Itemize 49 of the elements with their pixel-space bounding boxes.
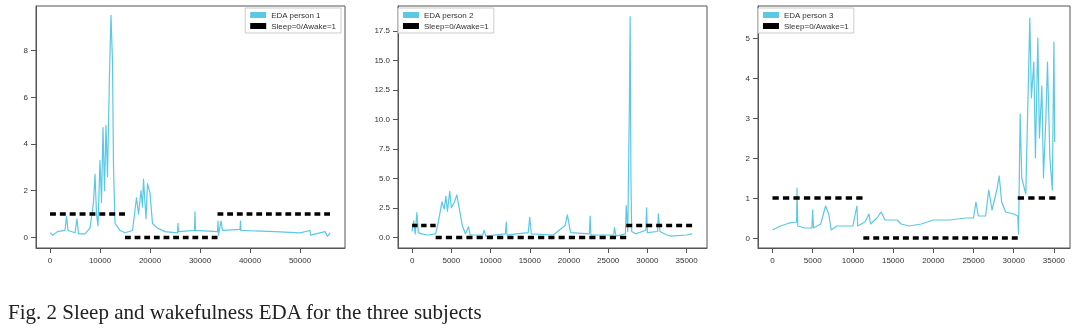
y-tick-label: 2 <box>23 186 29 196</box>
y-tick-label: 15.0 <box>374 55 391 65</box>
y-tick-label: 10.0 <box>374 114 391 124</box>
x-tick-label: 15000 <box>518 255 542 265</box>
y-tick-label: 6 <box>23 92 29 102</box>
legend-label: EDA person 2 <box>424 10 474 20</box>
y-tick-label: 1 <box>745 193 751 203</box>
x-tick-label: 50000 <box>288 255 312 265</box>
x-tick-label: 40000 <box>238 255 262 265</box>
x-tick-label: 20000 <box>557 255 581 265</box>
x-tick-label: 15000 <box>881 255 905 265</box>
x-tick-label: 10000 <box>479 255 503 265</box>
y-tick-label: 4 <box>745 73 751 83</box>
legend-label: EDA person 1 <box>271 10 322 20</box>
x-tick-label: 35000 <box>1042 255 1066 265</box>
legend-label: Sleep=0/Awake=1 <box>271 21 337 31</box>
x-tick-label: 25000 <box>962 255 986 265</box>
x-tick-label: 10000 <box>841 255 865 265</box>
x-tick-label: 20000 <box>922 255 945 265</box>
y-tick-label: 5.0 <box>378 173 391 183</box>
x-tick-label: 5000 <box>803 255 823 265</box>
y-tick-label: 7.5 <box>378 144 391 154</box>
legend-label: EDA person 3 <box>784 10 834 20</box>
caption: Fig. 2 Sleep and wakefulness EDA for the three subjects <box>8 300 482 325</box>
legend-label: Sleep=0/Awake=1 <box>784 21 850 31</box>
y-tick-label: 2 <box>745 153 751 163</box>
x-tick-label: 0 <box>47 255 53 265</box>
x-tick-label: 25000 <box>597 255 620 265</box>
y-tick-label: 3 <box>745 113 751 123</box>
x-tick-label: 5000 <box>442 255 461 265</box>
y-tick-label: 0 <box>745 233 751 243</box>
x-tick-label: 30000 <box>1002 255 1026 265</box>
x-tick-label: 35000 <box>675 255 699 265</box>
y-tick-label: 8 <box>23 45 29 55</box>
y-tick-label: 0.0 <box>378 232 391 242</box>
x-tick-label: 10000 <box>88 255 112 265</box>
line-series <box>411 16 693 237</box>
x-tick-label: 0 <box>770 255 776 265</box>
x-tick-label: 20000 <box>138 255 162 265</box>
y-tick-label: 12.5 <box>374 85 391 95</box>
x-tick-label: 0 <box>409 255 415 265</box>
legend-label: Sleep=0/Awake=1 <box>424 21 490 31</box>
y-tick-label: 17.5 <box>374 26 391 36</box>
x-tick-label: 30000 <box>188 255 212 265</box>
y-tick-label: 4 <box>23 139 29 149</box>
y-tick-label: 0 <box>23 232 29 242</box>
y-tick-label: 5 <box>745 33 751 43</box>
y-tick-label: 2.5 <box>378 203 391 213</box>
x-tick-label: 30000 <box>636 255 660 265</box>
